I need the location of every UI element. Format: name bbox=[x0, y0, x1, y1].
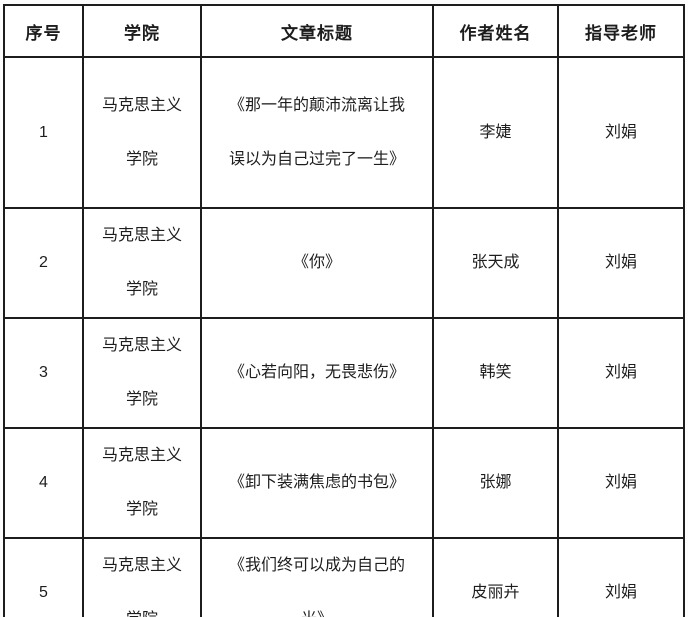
table-row: 4 马克思主义 学院 《卸下装满焦虑的书包》 张娜 刘娟 bbox=[3, 427, 685, 539]
cell-advisor: 刘娟 bbox=[557, 317, 685, 429]
cell-index: 1 bbox=[3, 56, 84, 209]
column-header-title: 文章标题 bbox=[200, 4, 434, 58]
articles-table: 序号 学院 文章标题 作者姓名 指导老师 1 马克思主义 学院 《那一年的颠沛流… bbox=[3, 4, 685, 617]
cell-college: 马克思主义 学院 bbox=[82, 207, 202, 319]
column-header-index: 序号 bbox=[3, 4, 84, 58]
table-row: 1 马克思主义 学院 《那一年的颠沛流离让我 误以为自己过完了一生》 李婕 刘娟 bbox=[3, 56, 685, 209]
header-row: 序号 学院 文章标题 作者姓名 指导老师 bbox=[3, 4, 685, 58]
table-row: 5 马克思主义 学院 《我们终可以成为自己的 光》 皮丽卉 刘娟 bbox=[3, 537, 685, 617]
cell-title: 《心若向阳，无畏悲伤》 bbox=[200, 317, 434, 429]
cell-advisor: 刘娟 bbox=[557, 207, 685, 319]
cell-advisor: 刘娟 bbox=[557, 56, 685, 209]
cell-college: 马克思主义 学院 bbox=[82, 56, 202, 209]
cell-index: 4 bbox=[3, 427, 84, 539]
table-row: 3 马克思主义 学院 《心若向阳，无畏悲伤》 韩笑 刘娟 bbox=[3, 317, 685, 429]
cell-title: 《卸下装满焦虑的书包》 bbox=[200, 427, 434, 539]
cell-author: 张天成 bbox=[432, 207, 559, 319]
cell-college: 马克思主义 学院 bbox=[82, 317, 202, 429]
cell-advisor: 刘娟 bbox=[557, 427, 685, 539]
column-header-college: 学院 bbox=[82, 4, 202, 58]
column-header-advisor: 指导老师 bbox=[557, 4, 685, 58]
table-row: 2 马克思主义 学院 《你》 张天成 刘娟 bbox=[3, 207, 685, 319]
cell-index: 3 bbox=[3, 317, 84, 429]
cell-title: 《那一年的颠沛流离让我 误以为自己过完了一生》 bbox=[200, 56, 434, 209]
column-header-author: 作者姓名 bbox=[432, 4, 559, 58]
cell-title: 《你》 bbox=[200, 207, 434, 319]
cell-author: 韩笑 bbox=[432, 317, 559, 429]
cell-college: 马克思主义 学院 bbox=[82, 537, 202, 617]
cell-author: 皮丽卉 bbox=[432, 537, 559, 617]
cell-author: 李婕 bbox=[432, 56, 559, 209]
cell-advisor: 刘娟 bbox=[557, 537, 685, 617]
cell-college: 马克思主义 学院 bbox=[82, 427, 202, 539]
cell-author: 张娜 bbox=[432, 427, 559, 539]
cell-index: 5 bbox=[3, 537, 84, 617]
cell-title: 《我们终可以成为自己的 光》 bbox=[200, 537, 434, 617]
cell-index: 2 bbox=[3, 207, 84, 319]
